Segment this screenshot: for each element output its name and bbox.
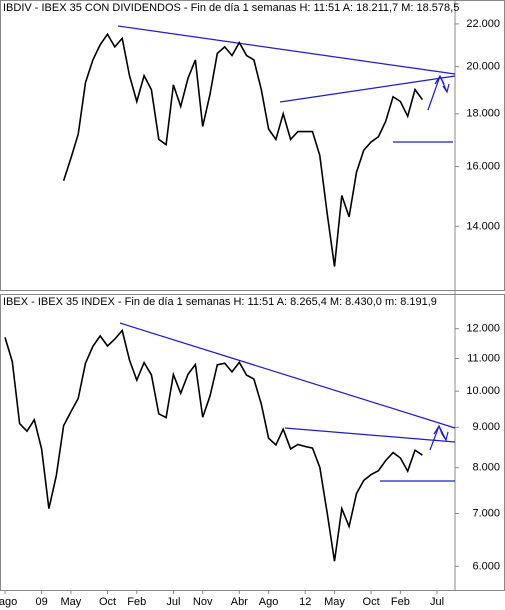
trendline <box>279 75 456 103</box>
x-tick-label: ago <box>0 596 17 608</box>
chart-title: IBEX - IBEX 35 INDEX - Fin de día 1 sema… <box>3 296 437 308</box>
y-tick-label: 9.000 <box>472 421 500 433</box>
y-tick-label: 7.000 <box>472 507 500 519</box>
x-tick-label: May <box>324 596 345 608</box>
panel-frame <box>0 0 505 291</box>
x-tick-label: May <box>61 596 82 608</box>
y-tick-label: 20.000 <box>466 61 500 73</box>
x-tick-label: Oct <box>363 596 380 608</box>
y-tick-label: 18.000 <box>466 108 500 120</box>
price-line <box>62 32 424 267</box>
trendline <box>119 322 456 429</box>
y-tick-label: 6.000 <box>472 560 500 572</box>
x-tick-label: Abr <box>231 596 248 608</box>
y-tick-label: 14.000 <box>466 220 500 232</box>
x-tick-label: Nov <box>193 596 213 608</box>
price-line <box>4 328 423 562</box>
x-tick-label: Ago <box>259 596 279 608</box>
x-tick-label: Jul <box>430 596 444 608</box>
x-tick-label: Feb <box>391 596 410 608</box>
y-tick-label: 16.000 <box>466 160 500 172</box>
chart-title: IBDIV - IBEX 35 CON DIVIDENDOS - Fin de … <box>3 2 459 14</box>
x-tick-label: 12 <box>299 596 311 608</box>
y-tick-label: 10.000 <box>466 385 500 397</box>
arrow <box>427 74 450 111</box>
trendline <box>117 25 456 75</box>
x-tick-label: Feb <box>127 596 146 608</box>
y-tick-label: 12.000 <box>466 323 500 335</box>
x-tick-label: Oct <box>99 596 116 608</box>
panel-frame <box>0 294 505 591</box>
y-tick-label: 11.000 <box>467 352 500 364</box>
trendline <box>284 427 456 443</box>
y-tick-label: 22.000 <box>466 18 500 30</box>
x-tick-label: Jul <box>166 596 180 608</box>
trendlines <box>117 25 456 482</box>
y-tick-label: 8.000 <box>472 462 500 474</box>
arrow <box>429 424 449 451</box>
x-tick-label: 09 <box>35 596 47 608</box>
